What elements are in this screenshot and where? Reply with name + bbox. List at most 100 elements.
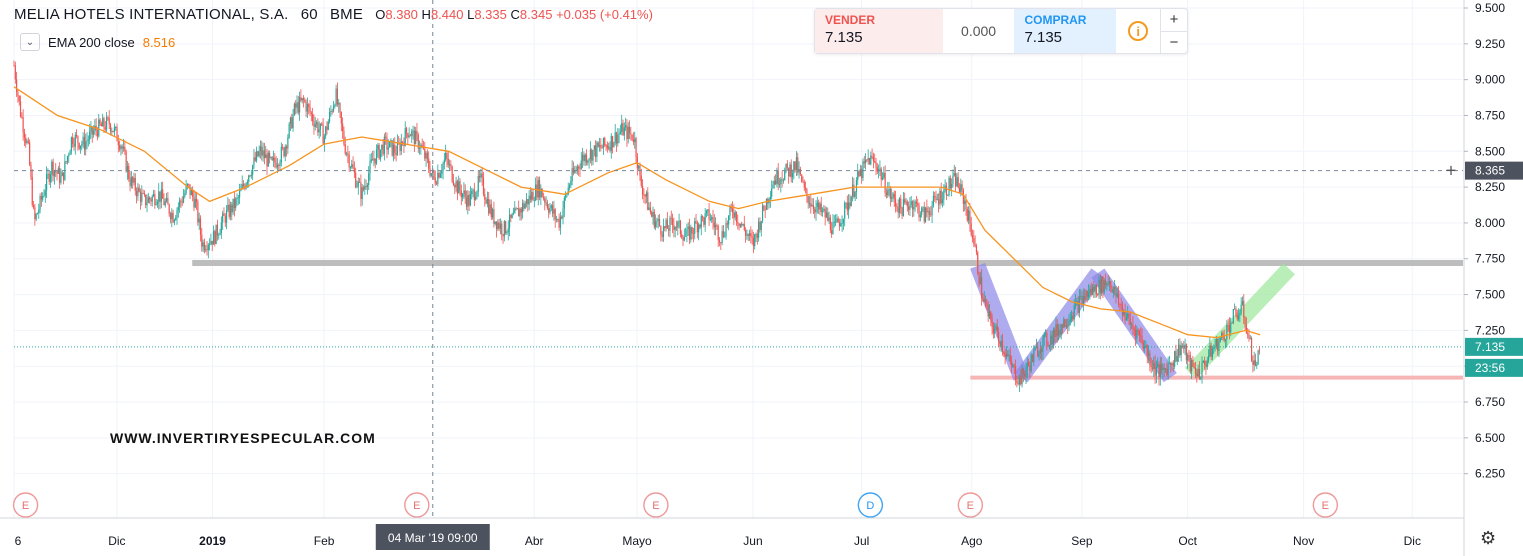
candle-body — [372, 159, 374, 161]
candle-body — [598, 145, 601, 147]
candle-body — [53, 170, 56, 177]
candle-body — [364, 186, 366, 190]
candle-body — [812, 204, 815, 210]
candle-body — [212, 231, 215, 245]
candle-body — [233, 198, 235, 209]
candle-body — [644, 194, 646, 197]
candle-body — [293, 103, 295, 115]
candle-body — [261, 146, 263, 156]
price-tick-label: 7.750 — [1475, 252, 1505, 266]
candle-body — [1031, 355, 1034, 363]
candle-body — [489, 204, 491, 214]
candle-body — [352, 164, 354, 169]
candle-body — [258, 151, 260, 157]
candle-body — [696, 223, 698, 233]
candle-body — [454, 185, 456, 188]
candle-body — [1237, 315, 1240, 320]
candle-body — [690, 227, 692, 240]
candle-body — [150, 199, 152, 202]
candle-body — [911, 201, 914, 210]
candle-body — [402, 141, 404, 143]
candle-body — [1217, 338, 1219, 351]
crosshair-plus-icon[interactable]: + — [1446, 161, 1457, 181]
countdown-label: 23:56 — [1475, 361, 1505, 375]
price-axis[interactable]: 9.500 9.250 9.000 8.750 8.500 8.250 8.000 7.750… — [1463, 0, 1523, 556]
candle-body — [1125, 317, 1127, 321]
candle-body — [862, 161, 864, 179]
time-tick-label: Ago — [961, 534, 983, 548]
candle-body — [932, 195, 934, 206]
candle-body — [271, 157, 273, 161]
candle-body — [1038, 353, 1040, 357]
candle-body — [456, 181, 458, 194]
price-tick-label: 8.000 — [1475, 216, 1505, 230]
event-marker[interactable]: E — [643, 492, 669, 518]
candle-body — [463, 190, 465, 194]
event-circle — [643, 492, 669, 518]
candle-body — [845, 202, 847, 204]
event-marker[interactable]: E — [12, 492, 39, 518]
candle-body — [91, 126, 93, 135]
candle-body — [1175, 351, 1177, 362]
event-marker[interactable]: E — [404, 492, 430, 518]
candle-body — [521, 203, 524, 213]
candle-body — [995, 325, 997, 330]
time-axis[interactable]: 6 Dic 2019 Feb Abr Mayo Jun Jul Ago Sep Oct Nov Dic 0… — [0, 517, 1464, 550]
info-button[interactable]: i — [1116, 9, 1160, 53]
candle-body — [1219, 337, 1221, 342]
candle-body — [657, 219, 659, 221]
candle-body — [494, 221, 496, 224]
candle-body — [1254, 360, 1257, 366]
candle-body — [635, 138, 637, 157]
candle-body — [493, 209, 495, 224]
candle-body — [1206, 360, 1208, 367]
candle-body — [1077, 300, 1079, 314]
candle-body — [482, 177, 485, 195]
candle-body — [1089, 288, 1091, 293]
candle-body — [381, 144, 383, 150]
candle-body — [1159, 364, 1161, 378]
candle-body — [803, 182, 805, 188]
minus-button[interactable]: − — [1169, 33, 1179, 51]
candle-body — [578, 166, 580, 169]
candle-body — [1227, 325, 1229, 326]
candle-body — [262, 150, 264, 156]
candle-body — [617, 134, 619, 144]
event-marker[interactable]: D — [857, 492, 884, 518]
candle-body — [415, 130, 417, 145]
candle-body — [394, 144, 396, 153]
candle-body — [906, 201, 908, 207]
candle-body — [625, 125, 627, 128]
candle-body — [455, 181, 457, 188]
candle-body — [751, 236, 753, 238]
candle-body — [905, 201, 907, 203]
candle-body — [1120, 304, 1122, 306]
gear-icon[interactable]: ⚙ — [1480, 528, 1497, 548]
price-tick-label: 7.250 — [1475, 323, 1505, 337]
candle-body — [968, 210, 970, 221]
candle-body — [1163, 367, 1165, 370]
plus-button[interactable]: + — [1161, 9, 1187, 32]
candle-body — [505, 221, 507, 234]
candle-body — [182, 196, 185, 203]
candle-body — [717, 226, 719, 240]
candle-body — [1164, 368, 1167, 370]
chevron-down-icon[interactable]: ⌄ — [20, 33, 40, 51]
candle-body — [379, 149, 382, 159]
candle-body — [776, 170, 778, 185]
event-marker[interactable]: E — [1312, 492, 1339, 518]
candle-body — [786, 163, 788, 168]
price-tick-label: 7.500 — [1475, 288, 1505, 302]
candle-body — [888, 188, 890, 191]
candle-body — [520, 208, 522, 213]
sell-button[interactable]: VENDER 7.135 — [815, 9, 943, 53]
candle-body — [1149, 353, 1151, 366]
event-marker[interactable]: E — [957, 492, 984, 518]
buy-button[interactable]: COMPRAR 7.135 — [1014, 9, 1117, 53]
candle-body — [965, 200, 967, 210]
candle-body — [79, 145, 82, 149]
candle-body — [778, 184, 781, 185]
candle-body — [412, 130, 414, 132]
